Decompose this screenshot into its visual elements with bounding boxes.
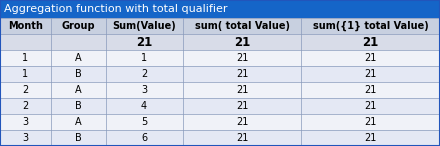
Text: 5: 5 xyxy=(141,117,147,127)
Text: A: A xyxy=(75,85,81,95)
Text: 21: 21 xyxy=(236,53,248,63)
Text: 3: 3 xyxy=(22,117,28,127)
Text: 1: 1 xyxy=(22,53,28,63)
Text: 21: 21 xyxy=(136,35,152,48)
Text: B: B xyxy=(75,101,81,111)
Text: Month: Month xyxy=(8,21,43,31)
Text: 21: 21 xyxy=(234,35,250,48)
Text: 21: 21 xyxy=(364,69,377,79)
Text: sum( total Value): sum( total Value) xyxy=(194,21,290,31)
Text: Sum(Value): Sum(Value) xyxy=(112,21,176,31)
Text: 4: 4 xyxy=(141,101,147,111)
Bar xyxy=(0,50,440,66)
Text: 2: 2 xyxy=(141,69,147,79)
Text: 3: 3 xyxy=(22,133,28,143)
Text: Aggregation function with total qualifier: Aggregation function with total qualifie… xyxy=(4,4,227,14)
Bar xyxy=(0,130,440,146)
Bar xyxy=(0,66,440,82)
Text: 21: 21 xyxy=(364,53,377,63)
Bar xyxy=(0,114,440,130)
Text: 21: 21 xyxy=(236,133,248,143)
Text: 3: 3 xyxy=(141,85,147,95)
Bar xyxy=(0,18,440,34)
Text: 21: 21 xyxy=(363,35,379,48)
Text: 21: 21 xyxy=(236,85,248,95)
Text: 2: 2 xyxy=(22,101,29,111)
Text: A: A xyxy=(75,53,81,63)
Bar xyxy=(0,34,440,50)
Text: 2: 2 xyxy=(22,85,29,95)
Text: 21: 21 xyxy=(364,133,377,143)
Text: B: B xyxy=(75,69,81,79)
Text: sum({1} total Value): sum({1} total Value) xyxy=(313,21,429,31)
Bar xyxy=(0,82,440,98)
Text: 1: 1 xyxy=(22,69,28,79)
Text: 21: 21 xyxy=(364,101,377,111)
Bar xyxy=(0,0,440,18)
Text: 21: 21 xyxy=(364,117,377,127)
Text: 21: 21 xyxy=(364,85,377,95)
Text: 1: 1 xyxy=(141,53,147,63)
Text: 21: 21 xyxy=(236,101,248,111)
Text: Group: Group xyxy=(61,21,95,31)
Text: 21: 21 xyxy=(236,69,248,79)
Text: 21: 21 xyxy=(236,117,248,127)
Text: B: B xyxy=(75,133,81,143)
Text: 6: 6 xyxy=(141,133,147,143)
Bar xyxy=(0,98,440,114)
Text: A: A xyxy=(75,117,81,127)
